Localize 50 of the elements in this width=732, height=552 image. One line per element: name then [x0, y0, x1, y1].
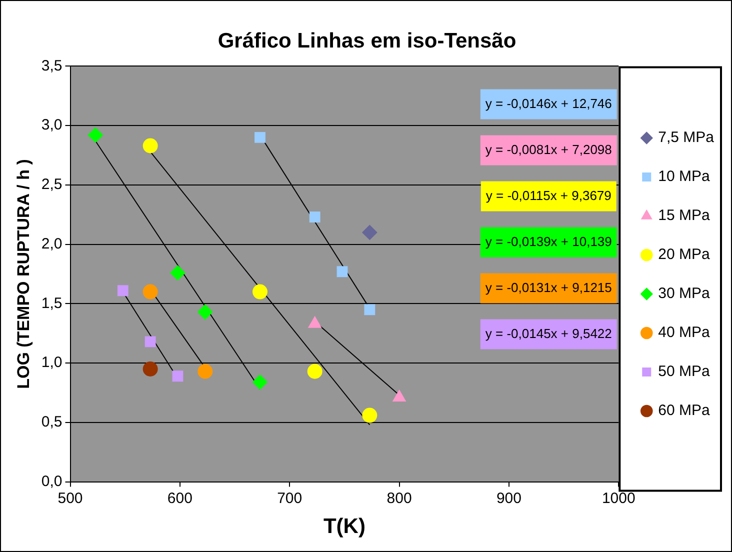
annotation: y = -0,0145x + 9,5422 — [485, 326, 612, 341]
legend-label: 60 MPa — [658, 402, 710, 420]
x-tick-label: 500 — [58, 490, 83, 507]
point — [172, 370, 184, 382]
y-tick-label: 2,0 — [41, 235, 62, 252]
point — [252, 374, 268, 390]
legend-label: 40 MPa — [658, 324, 710, 342]
y-tick-label: 1,0 — [41, 354, 62, 372]
y-tick-label: 1,5 — [41, 294, 62, 312]
x-tick-label: 700 — [277, 490, 302, 507]
point — [144, 336, 156, 348]
y-tick-label: 2,5 — [41, 176, 62, 194]
chart-title: Gráfico Linhas em iso-Tensão — [218, 29, 516, 52]
point — [170, 265, 186, 280]
y-tick-label: 0,5 — [41, 414, 62, 431]
point — [362, 224, 378, 240]
legend-label: 10 MPa — [658, 168, 710, 186]
x-tick-label: 800 — [386, 490, 412, 507]
point — [142, 138, 158, 154]
x-tick-label: 900 — [496, 490, 522, 507]
annotation: y = -0,0146x + 12,746 — [485, 96, 612, 111]
point — [362, 408, 378, 423]
point — [198, 364, 213, 379]
legend-label: 20 MPa — [658, 246, 710, 264]
point — [198, 304, 213, 320]
x-tick-label: 1000 — [602, 490, 636, 507]
point — [364, 304, 376, 316]
annotation: y = -0,0139x + 10,139 — [485, 234, 612, 249]
legend-label: 15 MPa — [658, 207, 710, 224]
legend-label: 50 MPa — [658, 363, 710, 380]
x-tick-label: 600 — [167, 490, 192, 507]
point — [142, 361, 158, 376]
point — [254, 132, 266, 143]
annotation: y = -0,0081x + 7,2098 — [485, 142, 612, 157]
y-tick-label: 3,0 — [41, 116, 62, 134]
point — [336, 266, 348, 278]
point — [142, 284, 158, 300]
y-axis-title: LOG (TEMPO RUPTURA / h ) — [14, 159, 33, 389]
annotation: y = -0,0131x + 9,1215 — [485, 280, 612, 295]
point — [307, 364, 322, 379]
point — [88, 128, 103, 143]
legend-label: 30 MPa — [658, 285, 710, 302]
legend-label: 7,5 MPa — [658, 129, 715, 146]
point — [309, 212, 320, 222]
annotation: y = -0,0115x + 9,3679 — [486, 188, 612, 203]
point — [252, 284, 268, 300]
point — [117, 285, 128, 296]
y-tick-label: 3,5 — [41, 57, 62, 74]
x-axis-title: T(K) — [323, 515, 366, 538]
y-tick-label: 0,0 — [41, 472, 62, 490]
